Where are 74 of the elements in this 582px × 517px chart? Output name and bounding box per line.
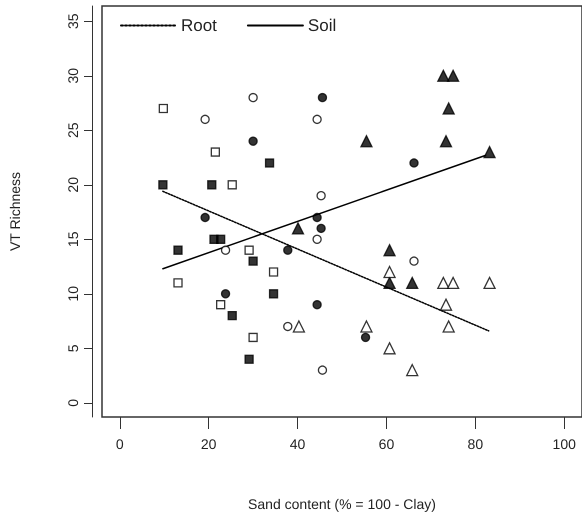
- y-tick-label: 0: [65, 398, 81, 407]
- point: [210, 147, 220, 157]
- point: [200, 212, 210, 222]
- point: [173, 278, 183, 288]
- y-tick-label: 35: [65, 13, 81, 30]
- point: [316, 191, 326, 200]
- point: [440, 298, 452, 311]
- point: [409, 158, 419, 168]
- point: [446, 70, 460, 82]
- point: [207, 180, 216, 190]
- point: [268, 267, 278, 277]
- point: [383, 244, 396, 256]
- point: [383, 266, 396, 278]
- point: [442, 320, 455, 333]
- point: [437, 276, 450, 290]
- point: [248, 332, 258, 342]
- point: [437, 70, 450, 82]
- point: [220, 289, 230, 298]
- point: [248, 136, 258, 146]
- point: [216, 234, 226, 244]
- x-tick-label: 20: [200, 436, 217, 452]
- point: [312, 300, 322, 310]
- point: [440, 135, 452, 148]
- legend-label: Root: [181, 16, 218, 35]
- point: [220, 246, 230, 255]
- point: [406, 276, 418, 290]
- y-tick-label: 15: [65, 231, 81, 248]
- point: [200, 114, 210, 124]
- x-tick-label: 40: [290, 436, 306, 452]
- x-tick-label: 100: [552, 436, 576, 452]
- point: [383, 276, 396, 290]
- point: [318, 365, 328, 375]
- point: [216, 300, 226, 310]
- point: [360, 320, 373, 333]
- point: [312, 234, 322, 244]
- y-tick-label: 30: [65, 68, 81, 84]
- point: [406, 364, 418, 376]
- point: [442, 102, 455, 115]
- point: [158, 180, 168, 190]
- point: [292, 320, 306, 333]
- point: [244, 354, 254, 364]
- point: [312, 114, 322, 124]
- legend-label: Soil: [308, 16, 336, 35]
- x-tick-label: 80: [468, 436, 484, 452]
- point: [228, 180, 237, 190]
- point: [228, 310, 237, 320]
- point: [409, 256, 419, 266]
- point: [173, 246, 183, 255]
- point: [292, 222, 304, 235]
- point: [318, 92, 328, 102]
- point: [483, 146, 496, 158]
- point: [360, 135, 373, 148]
- point: [244, 246, 254, 255]
- point: [446, 276, 460, 290]
- x-tick-label: 0: [116, 436, 124, 452]
- point: [264, 158, 274, 168]
- point: [316, 224, 326, 234]
- point: [283, 322, 292, 332]
- y-tick-label: 25: [65, 122, 81, 138]
- y-tick-label: 20: [65, 176, 81, 193]
- point: [312, 212, 322, 222]
- point: [283, 246, 292, 255]
- y-axis-title: VT Richness: [7, 172, 23, 252]
- point: [483, 276, 496, 290]
- y-tick-label: 5: [65, 344, 81, 352]
- point: [248, 256, 258, 266]
- y-tick-label: 10: [65, 286, 81, 302]
- point: [268, 289, 278, 298]
- x-tick-label: 60: [378, 436, 394, 452]
- x-axis-title: Sand content (% = 100 - Clay): [248, 496, 436, 512]
- point: [360, 332, 370, 342]
- point: [383, 342, 396, 354]
- point: [158, 104, 168, 114]
- point: [248, 92, 258, 102]
